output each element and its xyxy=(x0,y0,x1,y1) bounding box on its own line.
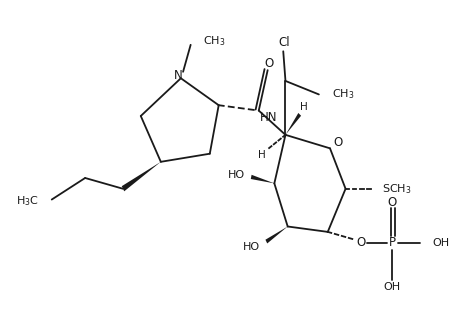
Text: OH: OH xyxy=(432,238,449,248)
Polygon shape xyxy=(265,226,288,243)
Text: N: N xyxy=(174,69,183,82)
Text: O: O xyxy=(264,57,273,70)
Text: H: H xyxy=(300,102,308,112)
Text: HO: HO xyxy=(228,170,245,180)
Text: O: O xyxy=(333,137,342,149)
Text: CH$_3$: CH$_3$ xyxy=(332,88,355,101)
Text: O: O xyxy=(357,236,366,249)
Polygon shape xyxy=(122,162,161,191)
Text: Cl: Cl xyxy=(278,36,289,49)
Polygon shape xyxy=(251,175,274,183)
Text: HN: HN xyxy=(260,111,277,124)
Text: O: O xyxy=(388,196,397,209)
Text: OH: OH xyxy=(384,282,401,292)
Text: P: P xyxy=(389,236,396,249)
Text: H: H xyxy=(258,150,266,160)
Text: HO: HO xyxy=(243,242,260,252)
Text: SCH$_3$: SCH$_3$ xyxy=(382,182,412,196)
Polygon shape xyxy=(286,113,301,135)
Text: H$_3$C: H$_3$C xyxy=(17,194,39,208)
Text: CH$_3$: CH$_3$ xyxy=(203,34,226,48)
